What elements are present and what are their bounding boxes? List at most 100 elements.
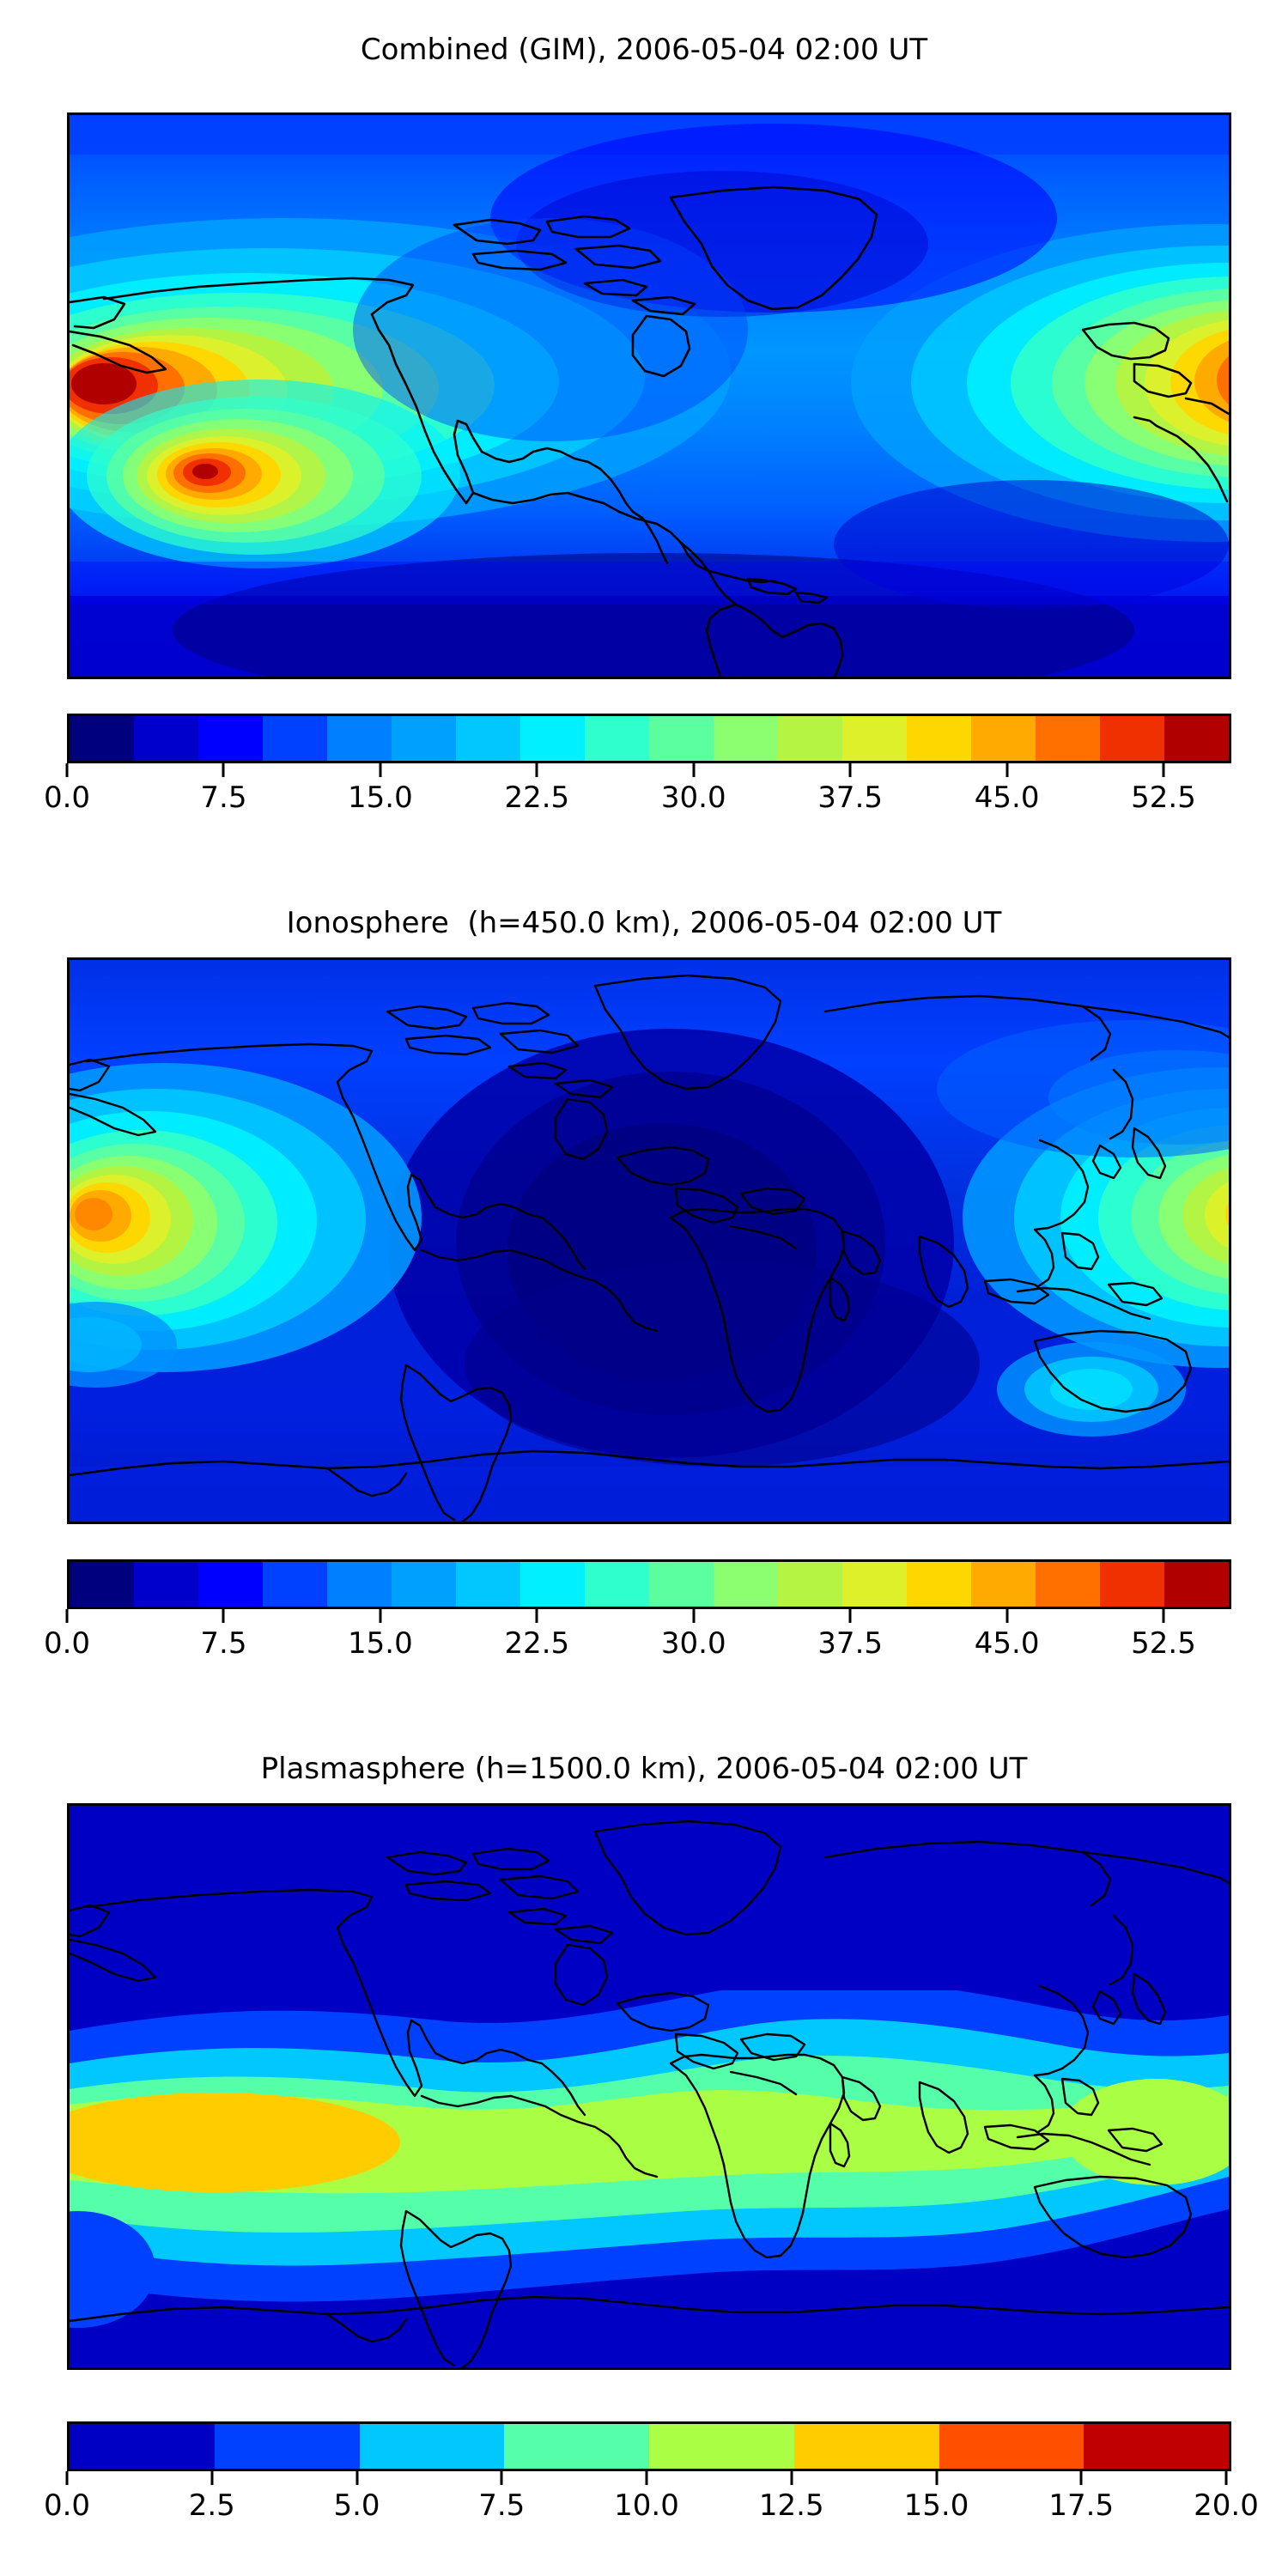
colorbar-segment [842, 1562, 907, 1607]
colorbar-segment [649, 716, 714, 761]
contour-layer-combined [70, 115, 1229, 677]
map-svg-ionosphere [70, 960, 1229, 1522]
colorbar-segment [778, 1562, 842, 1607]
colorbar-ticks-combined [64, 763, 1229, 781]
colorbar-tick-label: 7.5 [200, 781, 247, 815]
colorbar-segment [778, 716, 842, 761]
colorbar-tick [1005, 1609, 1009, 1623]
colorbar-segment [1100, 1562, 1164, 1607]
colorbar-tick-label: 37.5 [817, 781, 884, 815]
colorbar-gradient-ionosphere [67, 1559, 1231, 1609]
colorbar-tick [692, 763, 696, 777]
colorbar-segment [327, 1562, 392, 1607]
colorbar-tick [935, 2471, 938, 2485]
colorbar-tick [65, 763, 69, 777]
colorbar-gradient-plasmasphere [67, 2421, 1231, 2471]
colorbar-tick-label: 0.0 [43, 1626, 91, 1661]
colorbar-tick [379, 763, 382, 777]
colorbar-segment [504, 2424, 649, 2469]
colorbar-tick [65, 1609, 69, 1623]
colorbar-segment [359, 2424, 505, 2469]
colorbar-tick-label: 7.5 [200, 1626, 247, 1661]
colorbar-segment [456, 1562, 520, 1607]
colorbar-tick [1079, 2471, 1083, 2485]
map-combined-gim [67, 112, 1231, 679]
colorbar-tick-label: 52.5 [1131, 781, 1196, 815]
colorbar-tick-label: 30.0 [660, 1626, 726, 1661]
colorbar-tick [1162, 1609, 1165, 1623]
colorbar-labels-ionosphere: 0.0 7.5 15.0 22.5 30.0 37.5 45.0 52.5 [44, 1626, 1229, 1666]
colorbar-segment [1164, 1562, 1229, 1607]
colorbar-tick [355, 2471, 358, 2485]
map-svg-combined [70, 115, 1229, 677]
colorbar-segment [327, 716, 392, 761]
panel-title-ionosphere: Ionosphere (h=450.0 km), 2006-05-04 02:0… [286, 906, 1002, 940]
colorbar-segment [520, 716, 585, 761]
map-svg-plasmasphere [70, 1806, 1229, 2367]
colorbar-tick-label: 12.5 [758, 2488, 824, 2523]
colorbar-plasmasphere: 0.0 2.5 5.0 7.5 10.0 12.5 15.0 17.5 20.0 [44, 2421, 1259, 2528]
colorbar-segment [70, 716, 134, 761]
colorbar-tick-label: 2.5 [188, 2488, 235, 2523]
colorbar-tick [848, 1609, 852, 1623]
colorbar-segment [456, 716, 520, 761]
colorbar-tick-label: 15.0 [348, 1626, 413, 1661]
colorbar-ticks-ionosphere [64, 1609, 1229, 1626]
colorbar-tick-label: 0.0 [43, 2488, 91, 2523]
colorbar-tick [848, 763, 852, 777]
coastlines-ionosphere [70, 974, 1229, 1522]
panel-title-plasmasphere: Plasmasphere (h=1500.0 km), 2006-05-04 0… [260, 1752, 1028, 1786]
colorbar-segment [392, 716, 456, 761]
colorbar-segment [939, 2424, 1084, 2469]
panel-combined-gim: Combined (GIM), 2006-05-04 02:00 UT [0, 0, 1288, 859]
colorbar-segment [907, 1562, 971, 1607]
colorbar-tick [645, 2471, 648, 2485]
coastlines-plasmasphere [70, 1820, 1229, 2367]
colorbar-segment [971, 1562, 1036, 1607]
colorbar-segment [198, 716, 263, 761]
colorbar-ticks-plasmasphere [64, 2471, 1229, 2488]
colorbar-tick [1162, 763, 1165, 777]
colorbar-segment [793, 2424, 939, 2469]
colorbar-tick-label: 0.0 [43, 781, 91, 815]
colorbar-tick-label: 30.0 [660, 781, 726, 815]
colorbar-segment [971, 716, 1036, 761]
colorbar-tick-label: 17.5 [1048, 2488, 1115, 2523]
colorbar-tick-label: 22.5 [504, 781, 570, 815]
colorbar-segment [842, 716, 907, 761]
colorbar-tick [210, 2471, 214, 2485]
colorbar-tick-label: 20.0 [1194, 2488, 1259, 2523]
colorbar-segment [520, 1562, 585, 1607]
colorbar-tick-label: 5.0 [333, 2488, 380, 2523]
colorbar-segment [214, 2424, 360, 2469]
colorbar-segment [585, 1562, 649, 1607]
colorbar-labels-combined: 0.0 7.5 15.0 22.5 30.0 37.5 45.0 52.5 [44, 781, 1229, 820]
map-plasmasphere [67, 1803, 1231, 2370]
contour-layer-ionosphere [70, 960, 1229, 1522]
colorbar-gradient-combined [67, 714, 1231, 763]
colorbar-segment [134, 1562, 198, 1607]
colorbar-segment [392, 1562, 456, 1607]
colorbar-segment [198, 1562, 263, 1607]
colorbar-segment [907, 716, 971, 761]
colorbar-ionosphere: 0.0 7.5 15.0 22.5 30.0 37.5 45.0 52.5 [44, 1559, 1231, 1666]
colorbar-segment [1100, 716, 1164, 761]
colorbar-segment [1164, 716, 1229, 761]
contour-layer-plasmasphere [70, 1806, 1229, 2367]
colorbar-tick [692, 1609, 696, 1623]
colorbar-segment [649, 2424, 794, 2469]
colorbar-segment [1036, 716, 1100, 761]
colorbar-segment [585, 716, 649, 761]
colorbar-segment [1084, 2424, 1229, 2469]
colorbar-segment [70, 2424, 215, 2469]
colorbar-tick [535, 1609, 538, 1623]
colorbar-tick [65, 2471, 69, 2485]
colorbar-segment [263, 1562, 327, 1607]
coastlines-combined [70, 185, 1229, 677]
colorbar-tick-label: 37.5 [817, 1626, 884, 1661]
colorbar-tick-label: 15.0 [903, 2488, 969, 2523]
colorbar-tick [500, 2471, 503, 2485]
colorbar-tick-label: 15.0 [348, 781, 413, 815]
panel-plasmasphere: Plasmasphere (h=1500.0 km), 2006-05-04 0… [0, 1726, 1288, 2576]
colorbar-tick [1005, 763, 1009, 777]
